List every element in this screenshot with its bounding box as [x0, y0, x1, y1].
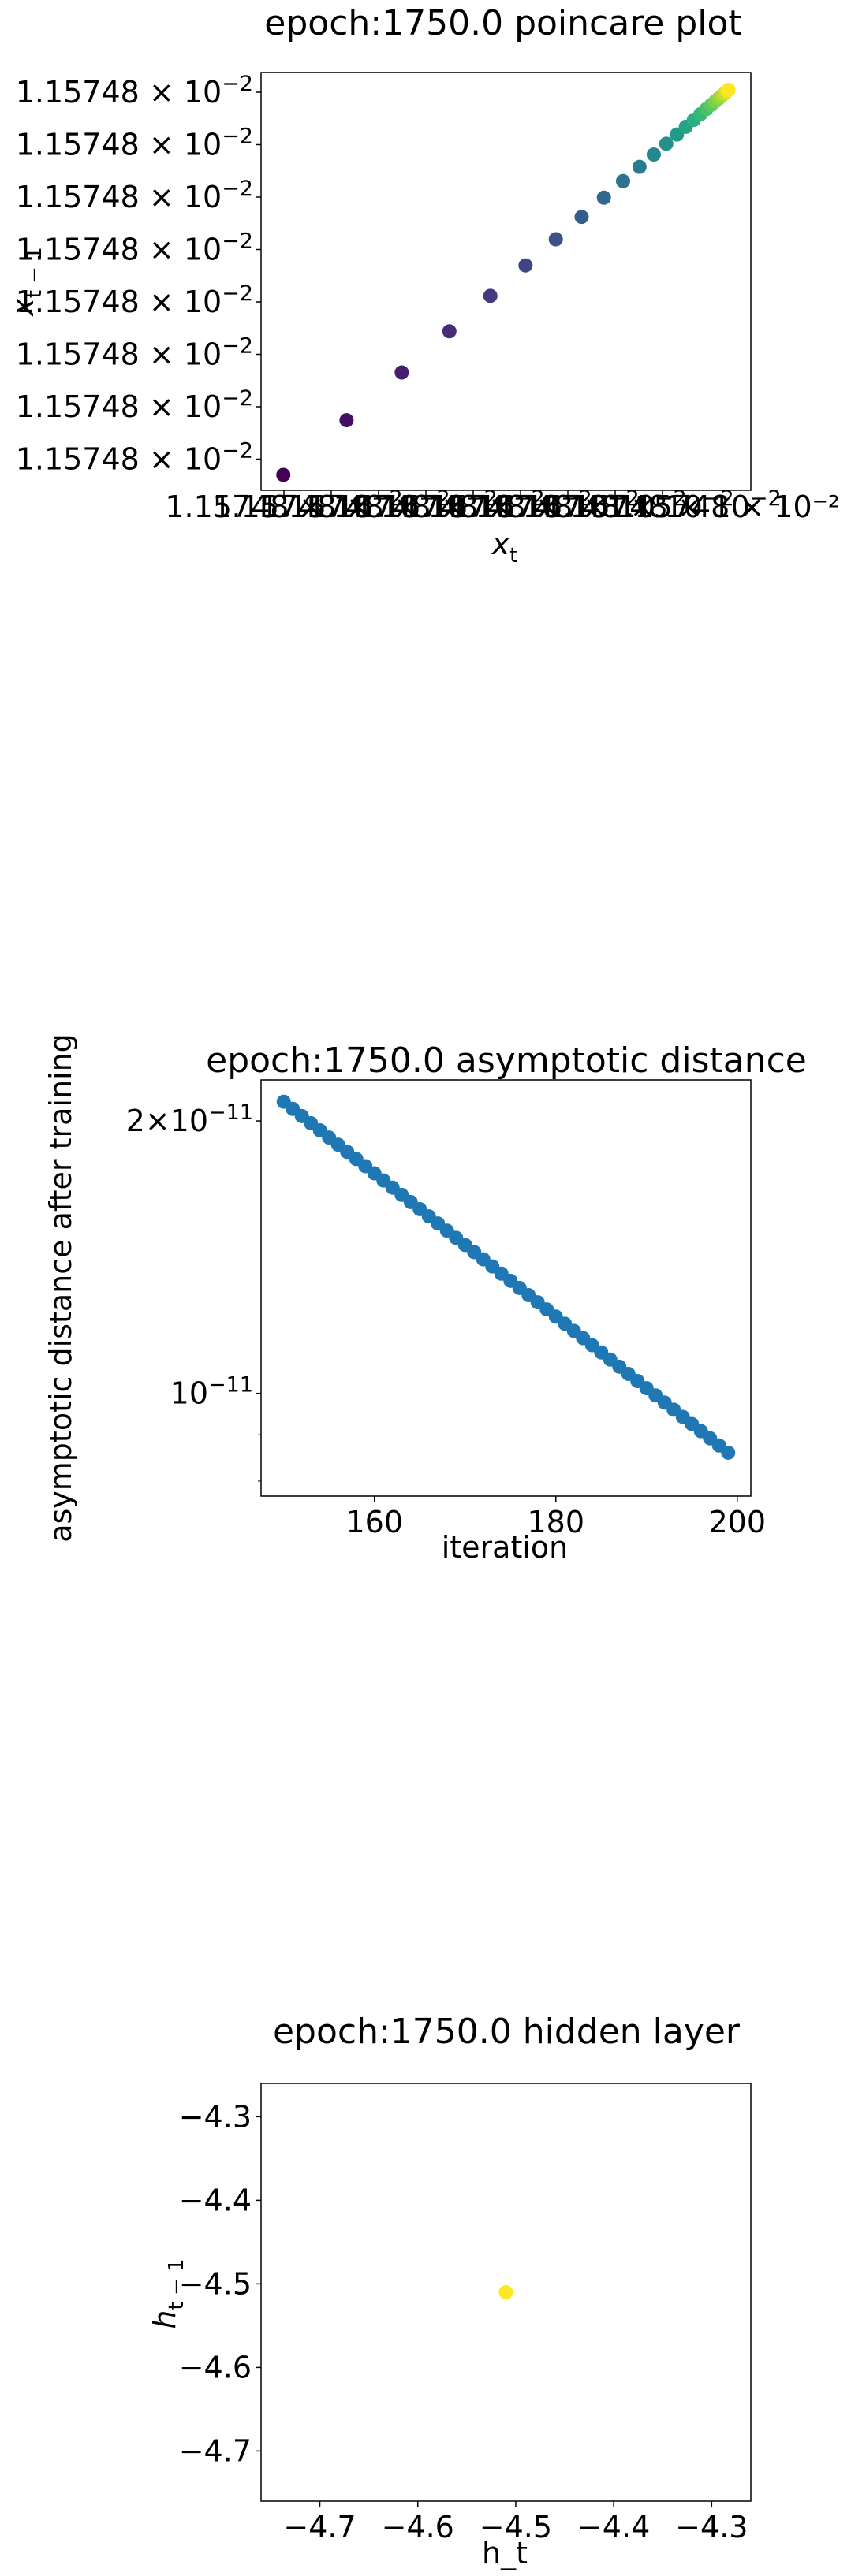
asymptotic-y-label: asymptotic distance after training — [43, 1033, 78, 1543]
poincare-point — [394, 365, 409, 380]
poincare-y-tick-label: 1.15748 × 10−2 — [16, 281, 253, 319]
poincare-y-ticks: 1.15748 × 10−2 1.15748 × 10−2 1.15748 × 10… — [16, 72, 261, 477]
hidden-x-tick-label: −4.7 — [283, 2510, 356, 2544]
asymptotic-y-tick-label: 10−11 — [170, 1373, 253, 1411]
poincare-point — [483, 288, 498, 303]
poincare-y-tick-label: 1.15748 × 10−2 — [16, 439, 253, 477]
asymptotic-x-label: iteration — [442, 1530, 569, 1565]
poincare-x-tick-label: 1.15748 × 10−2 — [307, 486, 544, 524]
poincare-point — [574, 210, 589, 225]
hidden-x-tick-label: −4.5 — [480, 2510, 552, 2544]
poincare-x-ticks: 1.15748 × 10−21.15748 × 10−21.15748 × 10… — [165, 486, 840, 524]
poincare-point — [615, 173, 630, 188]
asymptotic-y-ticks: 2×10−11 10−11 — [126, 1100, 261, 1482]
poincare-y-tick-label: 1.15748 × 10−2 — [16, 125, 253, 162]
poincare-y-label: xt − 1 — [6, 247, 47, 317]
hidden-x-ticks: −4.7 −4.6 −4.5 −4.4 −4.3 — [283, 2501, 748, 2544]
asymptotic-x-tick-label: 180 — [527, 1505, 584, 1539]
hidden-plot-frame — [260, 2083, 752, 2502]
poincare-point — [518, 258, 533, 273]
poincare-point — [276, 467, 291, 482]
poincare-y-tick-label: 1.15748 × 10−2 — [16, 334, 253, 372]
poincare-x-label: xt — [491, 527, 518, 568]
asymptotic-y-tick-label: 2×10−11 — [126, 1100, 253, 1138]
poincare-point — [632, 159, 647, 174]
asymptotic-plot-frame — [260, 1079, 752, 1497]
poincare-x-tick-label: 1.15748 × 10−2 — [165, 486, 402, 524]
asymptotic-points — [276, 1094, 736, 1460]
asymptotic-title: epoch:1750.0 asymptotic distance — [206, 1040, 807, 1081]
asymptotic-x-tick-label: 160 — [345, 1505, 403, 1539]
poincare-x-tick-label: 1.15748 × 10−2 — [401, 486, 639, 524]
asymptotic-x-tick-label: 200 — [708, 1505, 766, 1539]
poincare-point — [596, 190, 611, 205]
poincare-y-tick-label: 1.15748 × 10−2 — [16, 229, 253, 267]
hidden-y-tick-label: −4.6 — [179, 2350, 252, 2384]
poincare-point — [442, 324, 457, 339]
hidden-x-tick-label: −4.6 — [382, 2510, 454, 2544]
poincare-x-tick-label: 1.15748 × 10−2 — [354, 486, 592, 524]
poincare-point — [339, 413, 354, 428]
poincare-x-tick-label: 1.15748 × 10−2 — [259, 486, 497, 524]
hidden-chart: epoch:1750.0 hidden layer −4.3−4.4−4.5−4… — [147, 2012, 752, 2570]
asymptotic-x-ticks: 160 180 200 — [345, 1496, 766, 1539]
poincare-x-tick-label: 1.15748 × 10−2 — [496, 486, 733, 524]
poincare-points — [276, 82, 736, 482]
poincare-chart: epoch:1750.0 poincare plot 1.15748 × 10−… — [6, 3, 840, 568]
poincare-plot-frame — [260, 72, 752, 491]
hidden-y-tick-label: −4.7 — [179, 2433, 252, 2468]
poincare-x-tick-label: 1.15748 × 10−2 — [543, 486, 781, 524]
hidden-y-tick-label: −4.3 — [179, 2099, 252, 2134]
poincare-point — [548, 232, 563, 247]
poincare-point — [646, 147, 661, 162]
hidden-y-label: ht − 1 — [147, 2258, 188, 2328]
hidden-x-tick-label: −4.4 — [577, 2510, 650, 2544]
asymptotic-chart: epoch:1750.0 asymptotic distance 2×10−11… — [43, 1033, 807, 1565]
asymptotic-point — [721, 1445, 736, 1460]
hidden-y-ticks: −4.3 −4.4 −4.5 −4.6 −4.7 — [179, 2099, 261, 2468]
hidden-x-label: h_t — [482, 2536, 528, 2570]
poincare-y-tick-label: 1.15748 × 10−2 — [16, 72, 253, 110]
poincare-point — [659, 136, 674, 151]
hidden-x-tick-label: −4.3 — [675, 2510, 748, 2544]
poincare-x-offset-label: 1.15748 × 10⁻² — [606, 490, 840, 524]
hidden-point — [498, 2285, 513, 2299]
hidden-title: epoch:1750.0 hidden layer — [273, 2012, 741, 2052]
poincare-point — [721, 82, 736, 97]
poincare-y-tick-label: 1.15748 × 10−2 — [16, 177, 253, 214]
hidden-y-tick-label: −4.4 — [179, 2183, 252, 2217]
poincare-y-tick-label: 1.15748 × 10−2 — [16, 386, 253, 424]
hidden-points — [498, 2285, 513, 2299]
hidden-y-tick-label: −4.5 — [179, 2266, 252, 2301]
poincare-title: epoch:1750.0 poincare plot — [264, 3, 741, 43]
